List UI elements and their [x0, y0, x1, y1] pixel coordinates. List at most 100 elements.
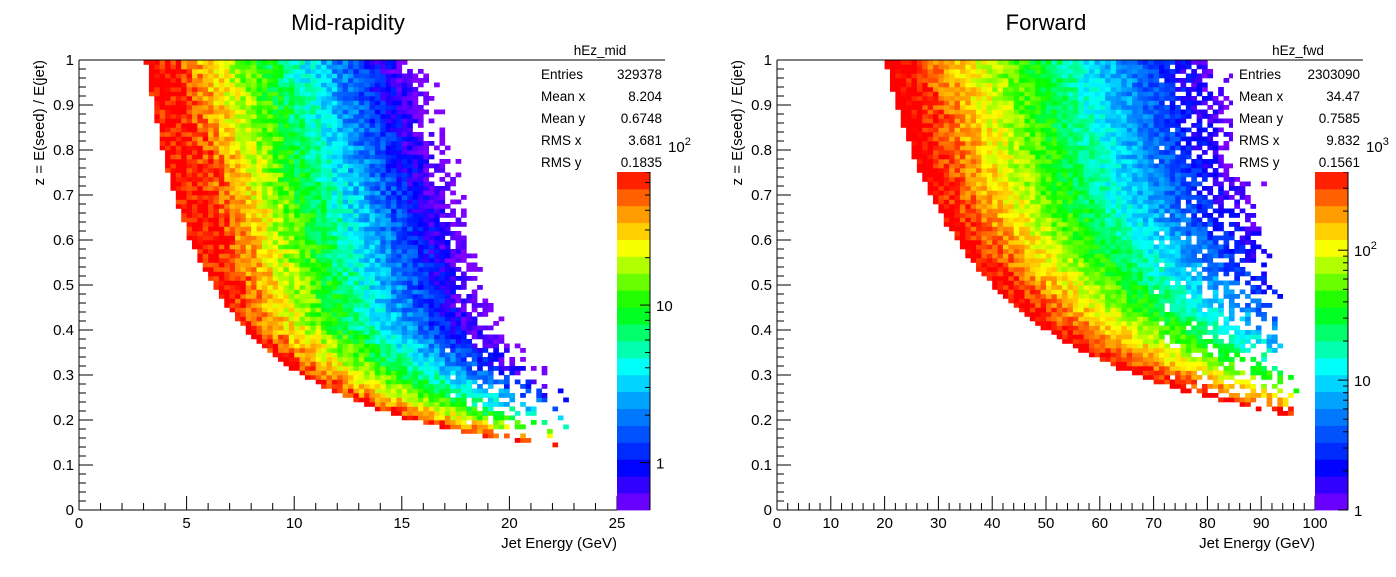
heatmap-cell	[1261, 339, 1267, 344]
heatmap-cell	[257, 168, 263, 173]
heatmap-cell	[1078, 321, 1084, 326]
heatmap-cell	[1181, 335, 1187, 340]
heatmap-cell	[310, 258, 316, 263]
heatmap-cell	[214, 69, 220, 74]
heatmap-cell	[273, 317, 279, 322]
heatmap-cell	[353, 110, 359, 115]
heatmap-cell	[230, 137, 236, 142]
heatmap-cell	[1132, 308, 1138, 313]
heatmap-cell	[1041, 312, 1047, 317]
heatmap-cell	[251, 191, 257, 196]
heatmap-cell	[375, 218, 381, 223]
heatmap-cell	[1019, 294, 1025, 299]
heatmap-cell	[386, 393, 392, 398]
heatmap-cell	[208, 110, 214, 115]
heatmap-cell	[1250, 330, 1256, 335]
heatmap-cell	[434, 375, 440, 380]
heatmap-cell	[1234, 330, 1240, 335]
heatmap-cell	[1078, 308, 1084, 313]
heatmap-cell	[391, 308, 397, 313]
heatmap-cell	[181, 159, 187, 164]
heatmap-cell	[402, 317, 408, 322]
heatmap-cell	[1229, 267, 1235, 272]
heatmap-cell	[375, 213, 381, 218]
heatmap-cell	[396, 222, 402, 227]
heatmap-cell	[359, 240, 365, 245]
heatmap-cell	[262, 159, 268, 164]
heatmap-cell	[413, 155, 419, 160]
heatmap-cell	[1245, 281, 1251, 286]
heatmap-cell	[396, 254, 402, 259]
heatmap-cell	[434, 110, 440, 115]
heatmap-cell	[483, 339, 489, 344]
heatmap-cell	[483, 411, 489, 416]
heatmap-cell	[262, 128, 268, 133]
heatmap-cell	[423, 227, 429, 232]
heatmap-cell	[364, 285, 370, 290]
heatmap-cell	[278, 290, 284, 295]
heatmap-cell	[214, 132, 220, 137]
heatmap-cell	[1197, 276, 1203, 281]
heatmap-cell	[396, 209, 402, 214]
heatmap-cell	[326, 65, 332, 70]
heatmap-cell	[413, 186, 419, 191]
heatmap-cell	[1207, 371, 1213, 376]
heatmap-cell	[300, 164, 306, 169]
heatmap-cell	[364, 389, 370, 394]
heatmap-cell	[283, 308, 289, 313]
heatmap-cell	[429, 213, 435, 218]
heatmap-cell	[1175, 335, 1181, 340]
heatmap-cell	[305, 186, 311, 191]
heatmap-cell	[434, 258, 440, 263]
heatmap-cell	[461, 308, 467, 313]
heatmap-cell	[305, 236, 311, 241]
heatmap-cell	[267, 110, 273, 115]
heatmap-cell	[337, 240, 343, 245]
heatmap-cell	[1051, 263, 1057, 268]
heatmap-cell	[289, 321, 295, 326]
heatmap-cell	[326, 326, 332, 331]
heatmap-cell	[1137, 366, 1143, 371]
heatmap-cell	[407, 96, 413, 101]
heatmap-cell	[418, 402, 424, 407]
heatmap-cell	[429, 317, 435, 322]
heatmap-cell	[423, 195, 429, 200]
heatmap-cell	[1057, 330, 1063, 335]
heatmap-cell	[273, 294, 279, 299]
heatmap-cell	[391, 186, 397, 191]
heatmap-cell	[348, 114, 354, 119]
heatmap-cell	[305, 87, 311, 92]
heatmap-cell	[461, 411, 467, 416]
heatmap-cell	[230, 227, 236, 232]
heatmap-cell	[391, 321, 397, 326]
heatmap-cell	[176, 146, 182, 151]
heatmap-cell	[246, 159, 252, 164]
heatmap-cell	[187, 65, 193, 70]
heatmap-cell	[364, 155, 370, 160]
heatmap-cell	[445, 146, 451, 151]
heatmap-cell	[240, 321, 246, 326]
heatmap-cell	[445, 330, 451, 335]
heatmap-cell	[197, 213, 203, 218]
heatmap-cell	[289, 213, 295, 218]
heatmap-cell	[407, 285, 413, 290]
heatmap-cell	[407, 299, 413, 304]
heatmap-cell	[257, 105, 263, 110]
heatmap-cell	[235, 87, 241, 92]
heatmap-cell	[520, 366, 526, 371]
heatmap-cell	[407, 110, 413, 115]
heatmap-cell	[1084, 281, 1090, 286]
heatmap-cell	[380, 236, 386, 241]
heatmap-cell	[1197, 362, 1203, 367]
heatmap-cell	[343, 119, 349, 124]
heatmap-cell	[413, 173, 419, 178]
heatmap-cell	[240, 249, 246, 254]
heatmap-cell	[1121, 303, 1127, 308]
heatmap-cell	[348, 308, 354, 313]
heatmap-cell	[407, 312, 413, 317]
heatmap-cell	[224, 236, 230, 241]
heatmap-cell	[240, 177, 246, 182]
heatmap-cell	[289, 245, 295, 250]
heatmap-cell	[273, 146, 279, 151]
heatmap-cell	[262, 213, 268, 218]
